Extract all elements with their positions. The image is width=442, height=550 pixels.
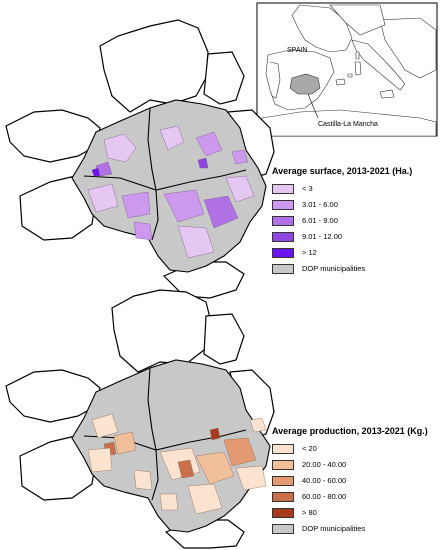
legend-swatch <box>272 263 294 274</box>
top-municipality-classes <box>87 125 255 259</box>
legend-swatch <box>272 491 294 502</box>
top-neighbour-provinces <box>5 19 275 299</box>
top-legend-item: 6.01 - 9.00 <box>272 214 412 227</box>
legend-swatch <box>272 183 294 194</box>
legend-swatch <box>272 507 294 518</box>
legend-label: 40.00 - 60.00 <box>302 476 347 485</box>
legend-swatch <box>272 523 294 534</box>
inset-leader-line <box>307 93 319 119</box>
legend-label: < 20 <box>302 444 317 453</box>
top-legend-title: Average surface, 2013-2021 (Ha.) <box>272 166 413 176</box>
inset-spain-label: SPAIN <box>287 47 308 54</box>
top-legend-item: DOP municipalities <box>272 262 412 275</box>
legend-label: 3.01 - 6.00 <box>302 200 338 209</box>
legend-label: 9.01 - 12.00 <box>302 232 343 241</box>
bottom-legend-item: 60.00 - 80.00 <box>272 490 428 503</box>
legend-label: > 80 <box>302 508 317 517</box>
legend-swatch <box>272 475 294 486</box>
bottom-legend: Average production, 2013-2021 (Kg.) < 20… <box>272 426 428 538</box>
bottom-legend-item: > 80 <box>272 506 428 519</box>
bottom-legend-title: Average production, 2013-2021 (Kg.) <box>272 426 428 436</box>
legend-label: DOP municipalities <box>302 524 366 533</box>
top-legend-item: > 12 <box>272 246 412 259</box>
top-legend: Average surface, 2013-2021 (Ha.) < 3 3.0… <box>272 166 412 278</box>
top-province-borders <box>71 99 267 273</box>
top-legend-item: < 3 <box>272 182 412 195</box>
legend-label: 60.00 - 80.00 <box>302 492 347 501</box>
legend-label: < 3 <box>302 184 313 193</box>
top-legend-item: 9.01 - 12.00 <box>272 230 412 243</box>
legend-label: DOP municipalities <box>302 264 366 273</box>
legend-swatch <box>272 215 294 226</box>
legend-swatch <box>272 199 294 210</box>
legend-label: 6.01 - 9.00 <box>302 216 338 225</box>
legend-swatch <box>272 443 294 454</box>
inset-region-label: Castilla-La Mancha <box>318 121 378 128</box>
bottom-legend-item: DOP municipalities <box>272 522 428 535</box>
bottom-legend-item: < 20 <box>272 442 428 455</box>
inset-countries <box>261 4 437 137</box>
top-legend-item: 3.01 - 6.00 <box>272 198 412 211</box>
legend-label: > 12 <box>302 248 317 257</box>
bottom-municipality-classes <box>87 413 267 515</box>
legend-swatch <box>272 247 294 258</box>
legend-swatch <box>272 231 294 242</box>
legend-swatch <box>272 459 294 470</box>
inset-castilla-la-mancha-region <box>289 73 321 95</box>
bottom-province-borders <box>71 359 271 533</box>
bottom-legend-item: 20.00 - 40.00 <box>272 458 428 471</box>
legend-label: 20.00 - 40.00 <box>302 460 347 469</box>
bottom-legend-item: 40.00 - 60.00 <box>272 474 428 487</box>
